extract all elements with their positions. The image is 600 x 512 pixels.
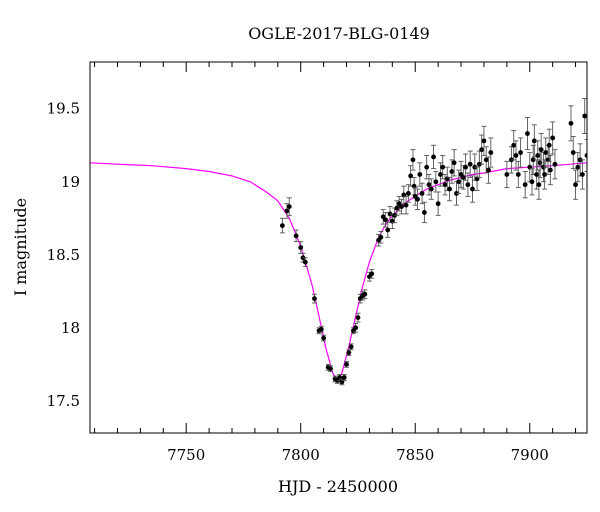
data-point: [511, 142, 517, 148]
data-point: [504, 172, 510, 177]
data-point: [435, 201, 441, 207]
data-point: [328, 366, 333, 372]
data-point: [369, 271, 375, 277]
data-point: [488, 150, 494, 155]
data-point: [346, 350, 352, 356]
data-series: [279, 98, 587, 386]
data-point: [394, 205, 400, 211]
data-point: [486, 167, 491, 173]
x-tick-label: 7850: [396, 446, 434, 464]
data-point: [426, 182, 432, 188]
data-point: [355, 315, 361, 321]
data-point: [451, 160, 457, 166]
data-point: [417, 172, 423, 177]
data-point: [513, 153, 519, 158]
data-point: [552, 161, 558, 167]
data-point: [481, 138, 487, 144]
data-point: [298, 245, 304, 250]
data-point: [580, 172, 585, 177]
data-point: [405, 191, 411, 196]
data-point: [344, 361, 349, 367]
data-point: [383, 217, 388, 223]
x-tick-label: 7750: [167, 446, 205, 464]
data-point: [534, 172, 540, 177]
data-point: [286, 204, 292, 210]
data-point: [546, 142, 552, 148]
x-axis-title: HJD - 2450000: [278, 477, 398, 496]
data-point: [415, 196, 420, 202]
data-point: [284, 208, 290, 214]
data-point: [550, 135, 556, 141]
data-point: [438, 172, 443, 177]
data-point: [362, 291, 368, 297]
data-point: [440, 164, 446, 170]
x-tick-label: 7900: [511, 446, 549, 464]
data-point: [570, 150, 576, 155]
data-point: [348, 344, 354, 350]
data-point: [483, 157, 489, 163]
data-point: [479, 147, 485, 153]
data-point: [568, 120, 574, 126]
data-point: [353, 325, 359, 331]
plot-area: [90, 98, 587, 386]
y-axis-title: I magnitude: [11, 198, 30, 296]
data-point: [529, 179, 535, 185]
data-point: [378, 234, 384, 240]
data-point: [341, 375, 347, 380]
data-point: [535, 153, 541, 158]
y-tick-label: 18.5: [47, 246, 80, 264]
axis-ticks: 7750 7800 7850 7900 17.5 18 18.5 19 19.5: [47, 62, 577, 464]
y-tick-label: 19: [61, 173, 80, 191]
data-point: [522, 182, 528, 188]
data-point: [312, 296, 317, 302]
data-point: [399, 204, 404, 210]
data-point: [321, 335, 327, 341]
y-tick-label: 18: [61, 319, 80, 337]
data-point: [470, 186, 475, 192]
data-point: [318, 326, 324, 332]
data-point: [433, 179, 439, 185]
data-point: [385, 227, 391, 233]
data-point: [442, 182, 448, 188]
data-point: [542, 172, 548, 177]
data-point: [547, 167, 553, 173]
data-point: [530, 157, 536, 163]
data-point: [525, 131, 530, 136]
data-point: [456, 179, 462, 185]
data-point: [584, 153, 587, 158]
data-point: [536, 182, 542, 188]
data-point: [279, 223, 285, 228]
data-point: [518, 150, 523, 155]
data-point: [582, 113, 587, 119]
data-point: [573, 182, 578, 188]
data-point: [537, 160, 543, 166]
data-point: [467, 161, 473, 167]
data-point: [543, 150, 549, 155]
data-point: [431, 154, 436, 160]
data-point: [538, 147, 544, 153]
data-point: [419, 191, 425, 196]
data-point: [403, 202, 409, 208]
chart-title: OGLE-2017-BLG-0149: [248, 24, 430, 43]
data-point: [515, 172, 521, 177]
data-point: [465, 182, 471, 188]
data-point: [575, 164, 581, 170]
x-tick-label: 7800: [282, 446, 320, 464]
model-curve: [90, 162, 587, 382]
data-point: [424, 164, 430, 170]
data-point: [428, 186, 434, 192]
plot-frame: [89, 61, 588, 434]
y-tick-label: 19.5: [47, 100, 80, 118]
y-tick-label: 17.5: [47, 392, 80, 410]
data-point: [421, 210, 427, 215]
data-point: [460, 174, 466, 180]
data-point: [302, 259, 308, 265]
data-point: [531, 138, 537, 144]
data-point: [293, 233, 299, 239]
data-point: [447, 186, 452, 192]
data-point: [463, 164, 469, 170]
data-point: [410, 157, 416, 163]
data-point: [449, 169, 455, 174]
